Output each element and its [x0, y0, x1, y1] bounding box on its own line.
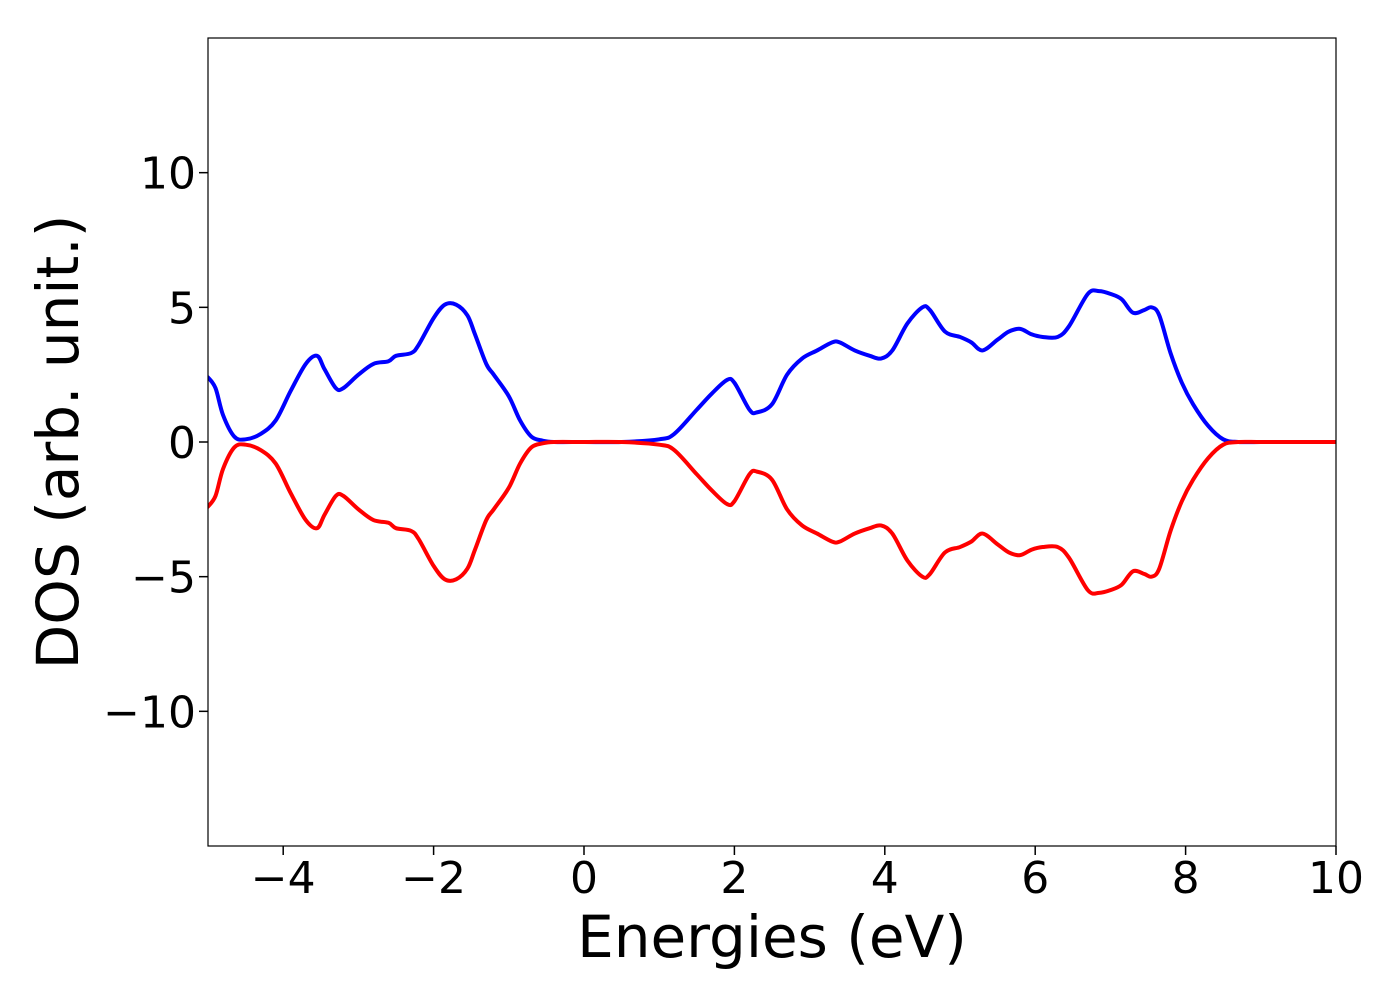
x-tick-label: 10	[1308, 853, 1364, 904]
x-tick-label: −2	[401, 853, 466, 904]
y-tick-label: −10	[103, 687, 196, 738]
x-tick-label: 6	[1021, 853, 1049, 904]
y-axis-ticks: −10 −5 0 5 10	[103, 149, 208, 738]
x-axis-title: Energies (eV)	[577, 903, 967, 971]
y-axis-title: DOS (arb. unit.)	[24, 215, 92, 670]
y-tick-label: −5	[131, 553, 196, 604]
y-tick-label: 10	[140, 149, 196, 200]
series-line-2	[208, 439, 1336, 596]
x-tick-label: 8	[1172, 853, 1200, 904]
series-line-1	[208, 288, 1336, 445]
x-tick-label: 4	[871, 853, 899, 904]
y-tick-label: 0	[168, 418, 196, 469]
x-tick-label: 2	[720, 853, 748, 904]
y-tick-label: 5	[168, 283, 196, 334]
x-tick-label: 0	[570, 853, 598, 904]
series-layer	[208, 288, 1336, 596]
x-axis-ticks: −4 −2 0 2 4 6 8 10	[251, 846, 1364, 904]
x-tick-label: −4	[251, 853, 316, 904]
